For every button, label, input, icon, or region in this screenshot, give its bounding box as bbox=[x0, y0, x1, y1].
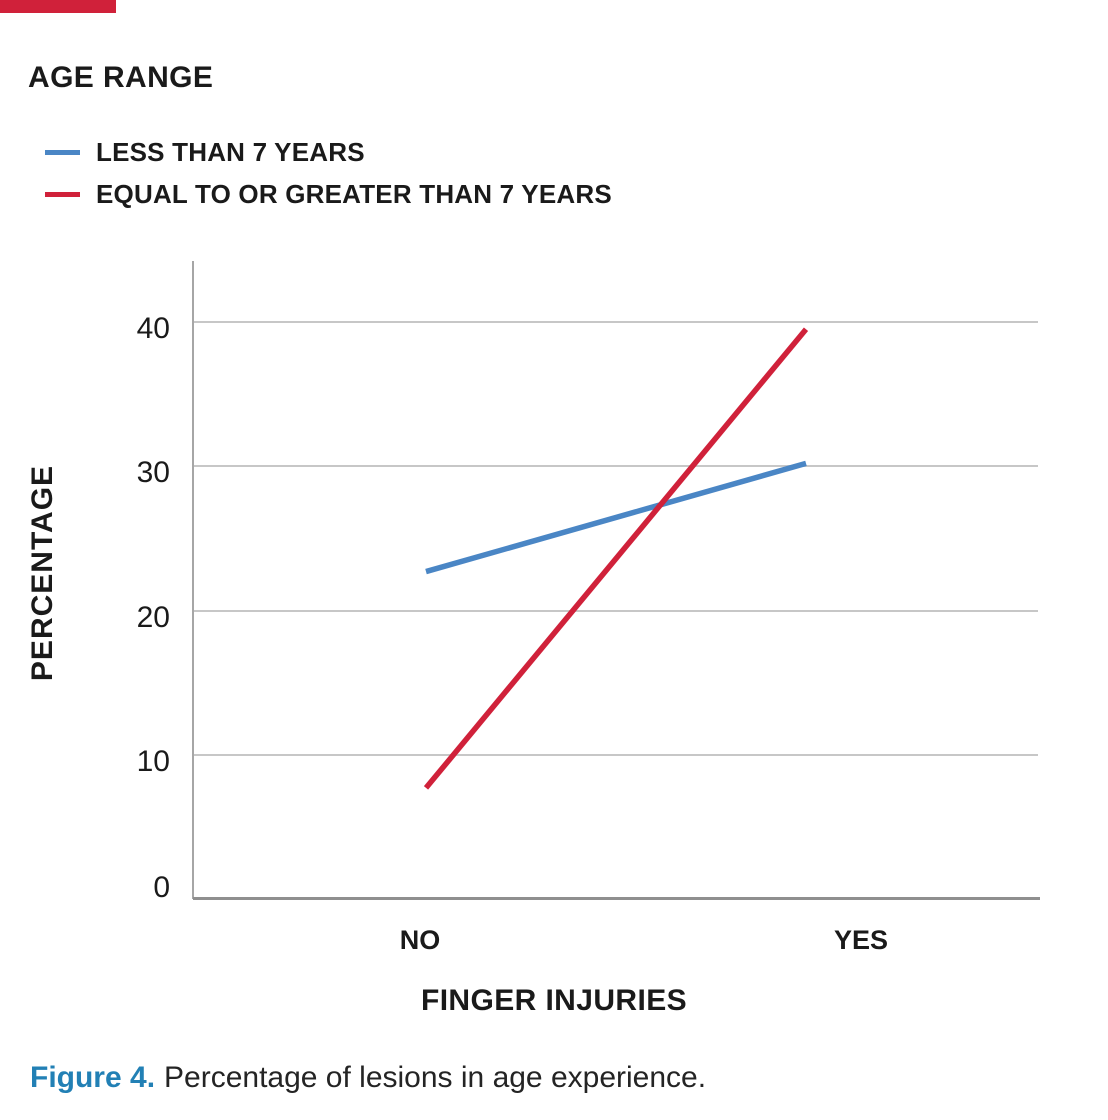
legend-line-swatch-red bbox=[45, 191, 80, 197]
chart-legend: LESS THAN 7 YEARS EQUAL TO OR GREATER TH… bbox=[45, 131, 612, 215]
figure-caption-label: Figure 4. bbox=[30, 1061, 156, 1094]
legend-item-greater-equal-7-years: EQUAL TO OR GREATER THAN 7 YEARS bbox=[45, 173, 612, 215]
y-gridline-30 bbox=[193, 465, 1038, 468]
legend-label: LESS THAN 7 YEARS bbox=[96, 136, 365, 167]
x-axis-title: FINGER INJURIES bbox=[420, 984, 688, 1017]
y-tick-label-20: 20 bbox=[136, 600, 170, 634]
y-gridline-10 bbox=[193, 753, 1038, 756]
legend-line-swatch-blue bbox=[45, 149, 80, 155]
x-axis-line bbox=[193, 897, 1040, 900]
figure-caption-text: Percentage of lesions in age experience. bbox=[164, 1061, 707, 1094]
figure-caption: Figure 4. Percentage of lesions in age ex… bbox=[30, 1060, 706, 1096]
y-gridline-20 bbox=[193, 609, 1038, 612]
y-axis-line bbox=[192, 261, 194, 899]
y-tick-label-0: 0 bbox=[153, 871, 170, 904]
x-tick-label-yes: YES bbox=[833, 925, 889, 955]
page-accent-bar bbox=[0, 0, 116, 13]
legend-item-less-than-7-years: LESS THAN 7 YEARS bbox=[45, 131, 612, 173]
legend-title: AGE RANGE bbox=[28, 61, 214, 94]
legend-label: EQUAL TO OR GREATER THAN 7 YEARS bbox=[96, 178, 612, 209]
y-tick-label-30: 30 bbox=[136, 456, 170, 490]
y-gridline-40 bbox=[193, 321, 1038, 323]
y-tick-label-10: 10 bbox=[136, 744, 170, 778]
y-axis-title: PERCENTAGE bbox=[26, 464, 59, 682]
y-tick-label-40: 40 bbox=[136, 312, 170, 345]
x-tick-label-no: NO bbox=[399, 925, 441, 955]
